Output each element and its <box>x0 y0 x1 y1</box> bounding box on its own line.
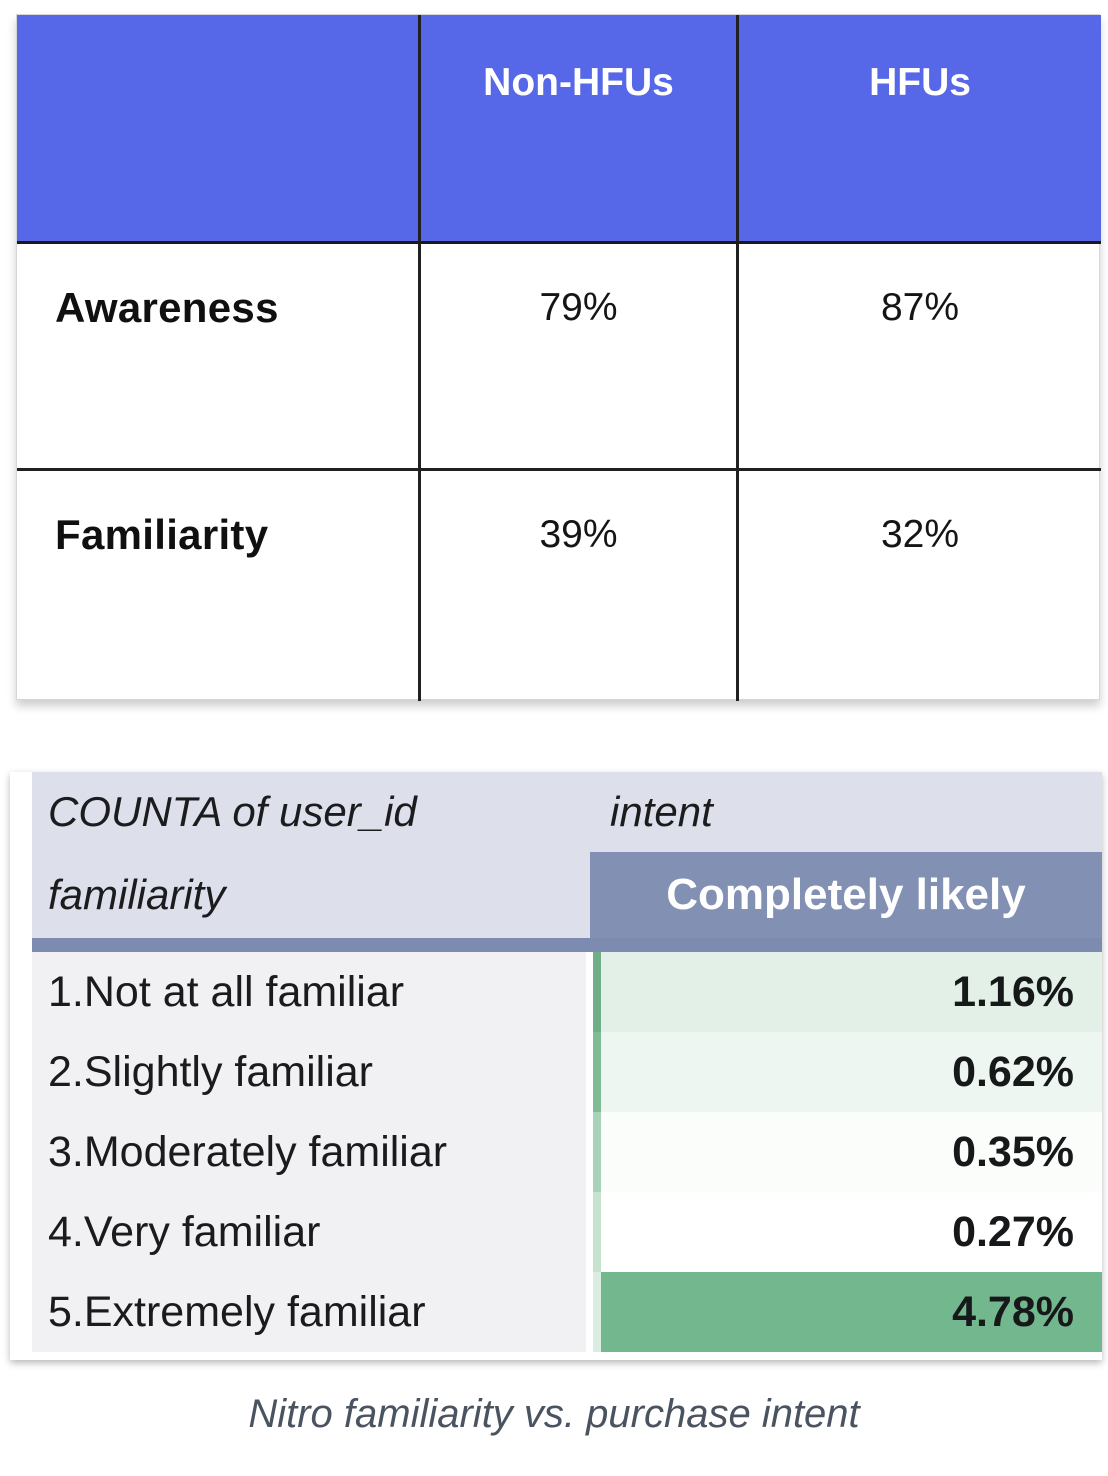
pivot-row-5: 5.Extremely familiar 4.78% <box>32 1272 1102 1352</box>
figure-caption: Nitro familiarity vs. purchase intent <box>248 1392 860 1436</box>
familiarity-non-hfus-value: 39% <box>421 471 739 701</box>
awareness-hfus-value: 87% <box>739 244 1101 471</box>
pivot-row-5-label: 5.Extremely familiar <box>32 1272 586 1352</box>
pivot-row-3-label: 3.Moderately familiar <box>32 1112 586 1192</box>
pivot-row-3: 3.Moderately familiar 0.35% <box>32 1112 1102 1192</box>
pivot-row-5-value: 4.78% <box>601 1272 1102 1352</box>
awareness-row-label: Awareness <box>17 244 421 471</box>
pivot-row-2-value: 0.62% <box>601 1032 1102 1112</box>
awareness-non-hfus-value: 79% <box>421 244 739 471</box>
heat-strip <box>593 1192 601 1272</box>
comparison-header-empty-cell <box>17 15 421 244</box>
heat-strip <box>593 1272 601 1352</box>
familiarity-row-label: Familiarity <box>17 471 421 701</box>
pivot-header-row-top: COUNTA of user_id intent <box>32 772 1102 852</box>
heat-strip <box>593 952 601 1032</box>
pivot-row-4: 4.Very familiar 0.27% <box>32 1192 1102 1272</box>
heat-strip <box>593 1032 601 1112</box>
pivot-row-1-label: 1.Not at all familiar <box>32 952 586 1032</box>
comparison-header-hfus: HFUs <box>739 15 1101 244</box>
heat-strip <box>593 1112 601 1192</box>
pivot-row-2: 2.Slightly familiar 0.62% <box>32 1032 1102 1112</box>
pivot-row-1-value: 1.16% <box>601 952 1102 1032</box>
column-gap <box>586 1112 593 1192</box>
pivot-header-row-bottom: familiarity Completely likely <box>32 852 1102 938</box>
pivot-row-3-value: 0.35% <box>601 1112 1102 1192</box>
pivot-row-group-label: familiarity <box>48 871 226 918</box>
pivot-row-4-value: 0.27% <box>601 1192 1102 1272</box>
pivot-value-column-header: Completely likely <box>590 852 1102 938</box>
column-gap <box>586 1032 593 1112</box>
pivot-column-group-label: intent <box>610 788 713 835</box>
hfus-header-label: HFUs <box>869 61 971 104</box>
column-gap <box>586 1192 593 1272</box>
pivot-table: COUNTA of user_id intent familiarity Com… <box>10 772 1102 1360</box>
comparison-table: Non-HFUs HFUs Awareness 79% 87% Familiar… <box>16 14 1101 701</box>
pivot-measure-label: COUNTA of user_id <box>48 788 417 835</box>
comparison-header-non-hfus: Non-HFUs <box>421 15 739 244</box>
familiarity-hfus-value: 32% <box>880 513 960 556</box>
pivot-header-divider <box>32 938 1102 952</box>
pivot-row-2-label: 2.Slightly familiar <box>32 1032 586 1112</box>
column-gap <box>586 1272 593 1352</box>
non-hfus-header-label: Non-HFUs <box>483 61 674 104</box>
column-gap <box>586 952 593 1032</box>
pivot-row-1: 1.Not at all familiar 1.16% <box>32 952 1102 1032</box>
pivot-row-4-label: 4.Very familiar <box>32 1192 586 1272</box>
